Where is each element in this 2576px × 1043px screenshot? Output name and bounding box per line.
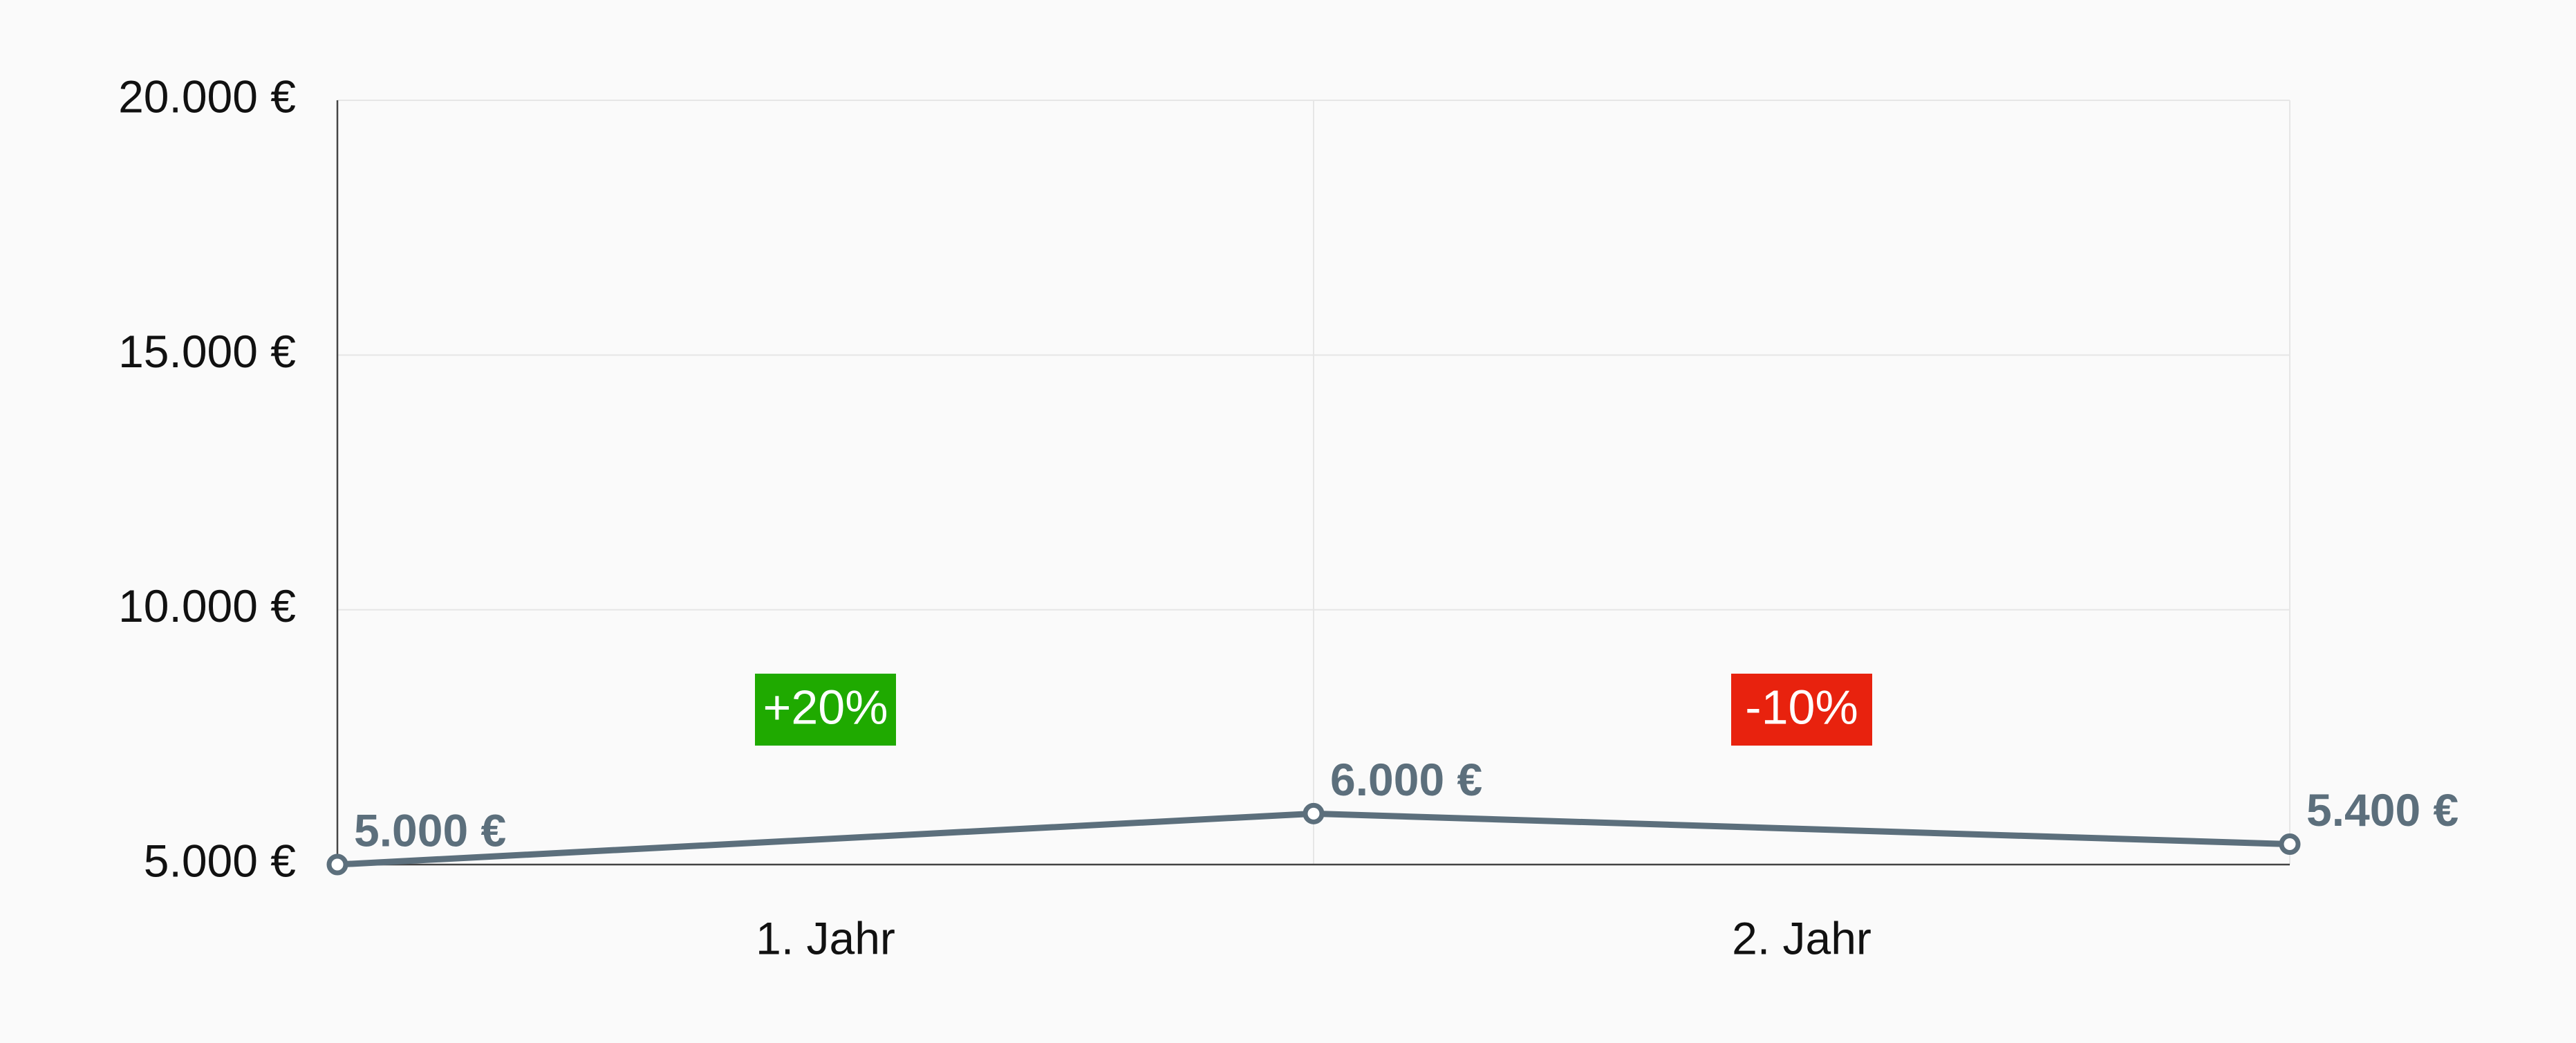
- x-category-label: 2. Jahr: [1732, 912, 1872, 963]
- x-axis-category-labels: 1. Jahr 2. Jahr: [756, 912, 1872, 963]
- data-value-label: 5.400 €: [2306, 784, 2458, 836]
- y-tick-label: 15.000 €: [118, 326, 296, 377]
- change-badge-text: +20%: [763, 680, 888, 734]
- data-value-label: 5.000 €: [354, 804, 506, 856]
- data-point: [2279, 833, 2301, 856]
- x-category-label: 1. Jahr: [756, 912, 895, 963]
- data-value-label: 6.000 €: [1330, 754, 1482, 805]
- y-tick-label: 10.000 €: [118, 580, 296, 631]
- series-points: [326, 802, 2301, 876]
- y-axis-tick-labels: 5.000 € 10.000 € 15.000 € 20.000 €: [118, 71, 296, 886]
- change-badges: +20% -10%: [755, 674, 1872, 746]
- gridlines: [337, 100, 2290, 865]
- change-badge: [1731, 674, 1872, 746]
- data-point: [326, 853, 348, 876]
- change-badge-text: -10%: [1745, 680, 1858, 734]
- change-badge: [755, 674, 896, 746]
- data-labels: 5.000 € 6.000 € 5.400 €: [354, 754, 2458, 856]
- data-point: [1303, 802, 1325, 824]
- axes: [336, 100, 2290, 866]
- y-tick-label: 20.000 €: [118, 71, 296, 122]
- y-tick-label: 5.000 €: [144, 835, 296, 886]
